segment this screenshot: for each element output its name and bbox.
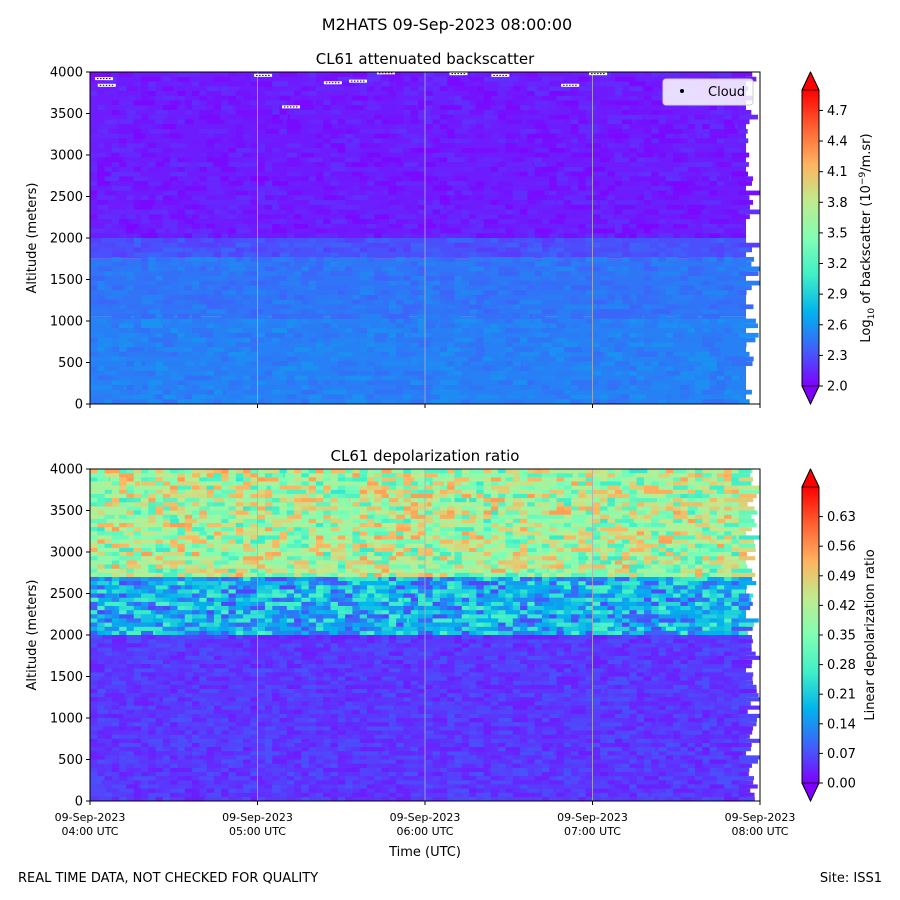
backscatter-colorbar-body bbox=[802, 90, 819, 386]
colorbar-tick-label: 0.28 bbox=[827, 658, 856, 673]
figure-title: M2HATS 09-Sep-2023 08:00:00 bbox=[322, 15, 572, 34]
backscatter-heatmap bbox=[90, 72, 760, 404]
y-tick-label: 0 bbox=[75, 398, 83, 413]
backscatter-colorbar-label: Log10 of backscatter (10−9/m.sr) bbox=[858, 133, 877, 342]
colorbar-tick-label: 0.35 bbox=[827, 629, 856, 644]
x-tick-label: 05:00 UTC bbox=[229, 825, 286, 838]
colorbar-tick-label: 2.6 bbox=[827, 318, 848, 333]
backscatter-colorbar: 2.0 2.3 2.6 2.9 3.2 3.5 3.8 4.1 4.4 4.7 Log10 of … bbox=[801, 71, 877, 406]
x-tick-label: 09-Sep-2023 bbox=[557, 811, 628, 824]
depolarization-panel: CL61 depolarization ratio 0 500 1000 1500 20… bbox=[25, 447, 878, 860]
y-tick-label: 2500 bbox=[50, 190, 83, 205]
y-tick-label: 1500 bbox=[50, 670, 83, 685]
y-tick-label: 1000 bbox=[50, 712, 83, 727]
colorbar-tick-label: 2.0 bbox=[827, 380, 848, 395]
depolarization-title: CL61 depolarization ratio bbox=[331, 447, 520, 465]
y-tick-label: 4000 bbox=[50, 66, 83, 81]
backscatter-panel: CL61 attenuated backscatter 0 500 1000 1500… bbox=[25, 50, 877, 413]
colorbar-tick-label: 0.00 bbox=[827, 777, 856, 792]
depolarization-y-axis: 0 500 1000 1500 2000 2500 3000 3500 4000 bbox=[50, 463, 90, 810]
y-tick-label: 2000 bbox=[50, 232, 83, 247]
time-xlabel: Time (UTC) bbox=[388, 845, 461, 860]
legend-box bbox=[662, 78, 754, 106]
depolarization-gridlines bbox=[257, 469, 593, 801]
y-tick-label: 2500 bbox=[50, 587, 83, 602]
cloud-markers bbox=[94, 72, 608, 109]
colorbar-tick-label: 4.7 bbox=[827, 104, 848, 119]
backscatter-colorbar-ticks: 2.0 2.3 2.6 2.9 3.2 3.5 3.8 4.1 4.4 4.7 bbox=[819, 104, 848, 395]
y-tick-label: 500 bbox=[58, 753, 83, 768]
y-tick-label: 3000 bbox=[50, 149, 83, 164]
colorbar-tick-label: 3.5 bbox=[827, 226, 848, 241]
quality-disclaimer: REAL TIME DATA, NOT CHECKED FOR QUALITY bbox=[18, 871, 318, 886]
x-tick-label: 09-Sep-2023 bbox=[390, 811, 461, 824]
depolarization-colorbar-label: Linear depolarization ratio bbox=[863, 549, 878, 720]
cloud-legend-marker bbox=[680, 89, 684, 93]
legend-cloud-label: Cloud bbox=[708, 85, 745, 100]
x-tick-label: 09-Sep-2023 bbox=[55, 811, 126, 824]
y-tick-label: 500 bbox=[58, 356, 83, 371]
colorbar-tick-label: 3.8 bbox=[827, 196, 848, 211]
depolarization-ylabel: Altitude (meters) bbox=[25, 580, 40, 691]
depolarization-colorbar: 0.00 0.07 0.14 0.21 0.28 0.35 0.42 0.49 0.56 0.63… bbox=[801, 468, 878, 803]
colorbar-tick-label: 0.49 bbox=[827, 569, 856, 584]
backscatter-x-axis bbox=[89, 404, 761, 408]
y-tick-label: 3000 bbox=[50, 546, 83, 561]
colorbar-extend-bottom bbox=[801, 385, 820, 405]
x-tick-label: 09-Sep-2023 bbox=[725, 811, 796, 824]
y-tick-label: 1500 bbox=[50, 273, 83, 288]
x-tick-label: 08:00 UTC bbox=[731, 825, 788, 838]
colorbar-tick-label: 3.2 bbox=[827, 257, 848, 272]
backscatter-y-axis: 0 500 1000 1500 2000 2500 3000 3500 4000 bbox=[50, 66, 90, 413]
colorbar-tick-label: 4.1 bbox=[827, 165, 848, 180]
y-tick-label: 1000 bbox=[50, 315, 83, 330]
colorbar-tick-label: 0.07 bbox=[827, 747, 856, 762]
y-tick-label: 3500 bbox=[50, 504, 83, 519]
colorbar-tick-label: 0.42 bbox=[827, 599, 856, 614]
depolarization-colorbar-body bbox=[802, 487, 819, 783]
depolarization-colorbar-ticks: 0.00 0.07 0.14 0.21 0.28 0.35 0.42 0.49 0.56 0.63 bbox=[819, 510, 856, 792]
site-label: Site: ISS1 bbox=[820, 871, 882, 886]
backscatter-gridlines bbox=[257, 72, 593, 404]
cloud-legend[interactable]: Cloud bbox=[662, 78, 754, 106]
y-tick-label: 0 bbox=[75, 795, 83, 810]
y-tick-label: 3500 bbox=[50, 107, 83, 122]
x-tick-label: 07:00 UTC bbox=[564, 825, 621, 838]
backscatter-ylabel: Altitude (meters) bbox=[25, 183, 40, 294]
colorbar-tick-label: 0.56 bbox=[827, 540, 856, 555]
colorbar-tick-label: 0.63 bbox=[827, 510, 856, 525]
colorbar-tick-label: 0.14 bbox=[827, 717, 856, 732]
x-tick-label: 04:00 UTC bbox=[61, 825, 118, 838]
x-tick-label: 09-Sep-2023 bbox=[222, 811, 293, 824]
colorbar-tick-label: 0.21 bbox=[827, 688, 856, 703]
colorbar-extend-top bbox=[801, 468, 820, 488]
colorbar-extend-bottom bbox=[801, 782, 820, 802]
backscatter-title: CL61 attenuated backscatter bbox=[316, 50, 535, 68]
colorbar-extend-top bbox=[801, 71, 820, 91]
x-tick-label: 06:00 UTC bbox=[396, 825, 453, 838]
y-tick-label: 2000 bbox=[50, 629, 83, 644]
colorbar-tick-label: 2.9 bbox=[827, 288, 848, 303]
colorbar-tick-label: 4.4 bbox=[827, 135, 848, 150]
y-tick-label: 4000 bbox=[50, 463, 83, 478]
colorbar-tick-label: 2.3 bbox=[827, 349, 848, 364]
